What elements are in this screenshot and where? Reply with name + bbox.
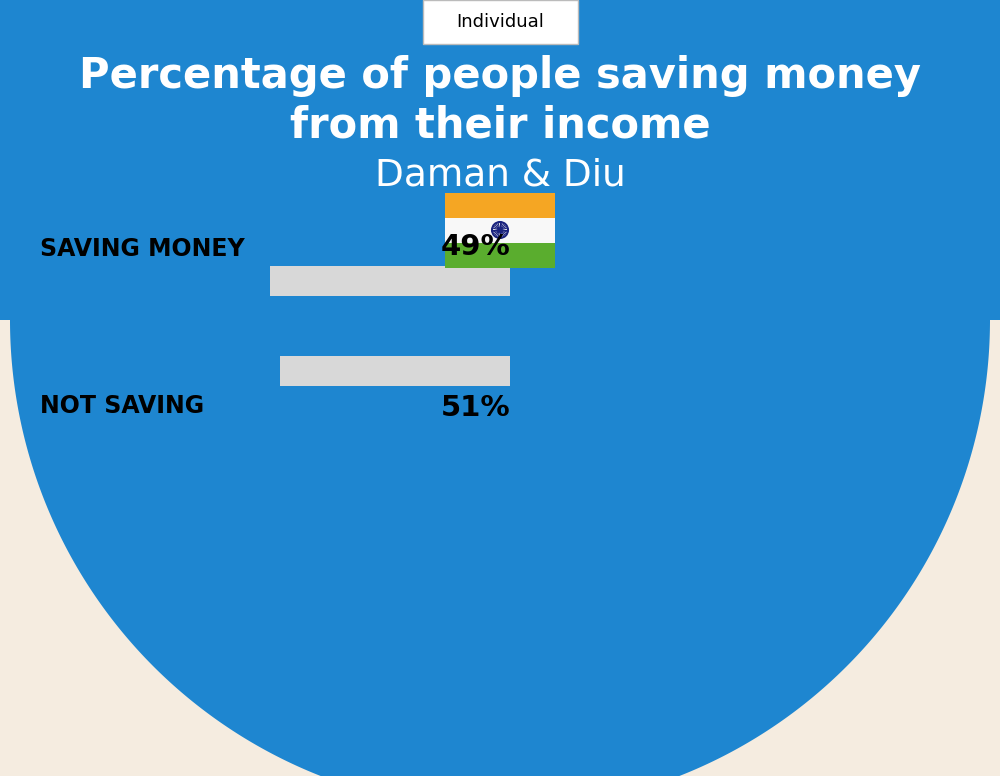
Text: Individual: Individual <box>456 13 544 31</box>
Bar <box>40 266 270 296</box>
Text: 51%: 51% <box>440 394 510 422</box>
Bar <box>0 0 1000 320</box>
Text: SAVING MONEY: SAVING MONEY <box>40 237 245 261</box>
Text: NOT SAVING: NOT SAVING <box>40 394 204 418</box>
FancyBboxPatch shape <box>422 0 578 44</box>
Bar <box>445 217 555 242</box>
Text: Daman & Diu: Daman & Diu <box>375 158 625 194</box>
Text: from their income: from their income <box>290 105 710 147</box>
Text: Percentage of people saving money: Percentage of people saving money <box>79 55 921 97</box>
Bar <box>40 266 510 296</box>
Bar <box>445 192 555 217</box>
Bar <box>445 242 555 268</box>
Bar <box>40 356 510 386</box>
Bar <box>40 356 280 386</box>
Text: 49%: 49% <box>440 233 510 261</box>
